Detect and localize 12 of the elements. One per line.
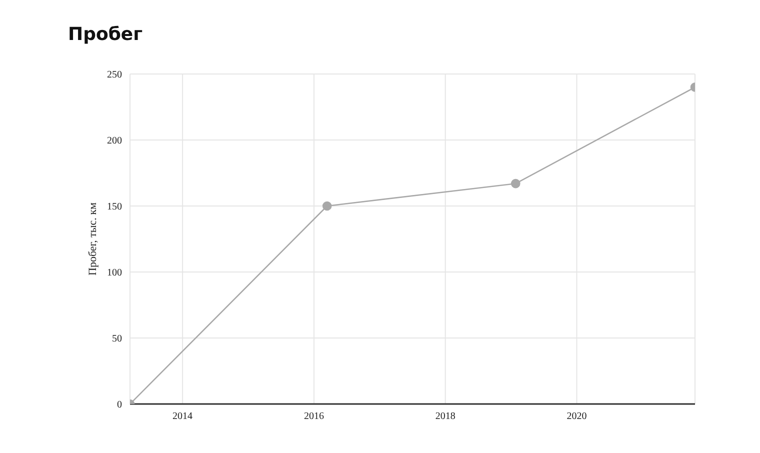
chart-title: Пробег	[68, 24, 142, 45]
y-tick-label: 200	[107, 136, 122, 147]
x-tick-label: 2018	[435, 411, 456, 422]
x-tick-label: 2016	[304, 411, 324, 422]
x-tick-label: 2020	[566, 411, 587, 422]
x-tick-label: 2014	[172, 411, 193, 422]
y-tick-label: 50	[112, 334, 122, 345]
y-tick-label: 250	[107, 70, 122, 81]
y-tick-label: 150	[107, 202, 122, 213]
y-axis-title: Пробег, тыс. км	[86, 202, 99, 276]
y-tick-label: 100	[107, 268, 122, 279]
y-tick-label: 0	[117, 400, 122, 411]
